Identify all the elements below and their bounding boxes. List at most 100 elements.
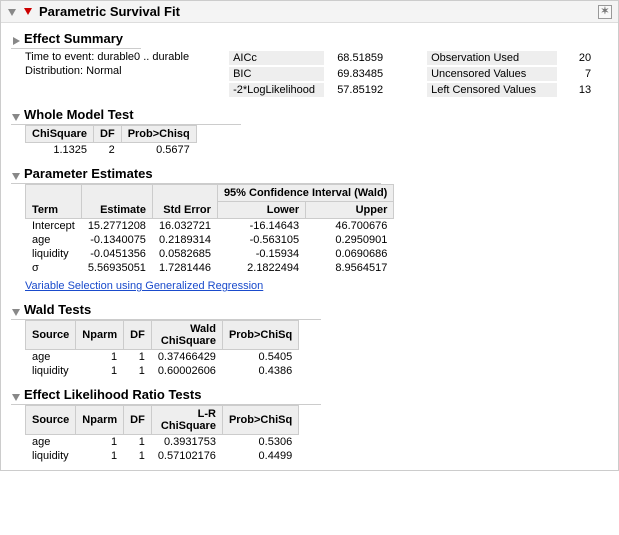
table-row: age110.374664290.5405	[26, 350, 299, 365]
cell: σ	[26, 261, 82, 276]
lrt-table: Source Nparm DF L-RChiSquare Prob>ChiSq …	[25, 405, 299, 464]
col-header: ChiSquare	[26, 126, 94, 143]
cell: 0.2189314	[152, 233, 217, 247]
info-label: Observation Used	[427, 51, 557, 65]
col-header: Prob>Chisq	[121, 126, 196, 143]
section-title: Whole Model Test	[24, 107, 134, 122]
col-header: Nparm	[76, 406, 124, 435]
cell: liquidity	[26, 449, 76, 464]
cell: 0.2950901	[306, 233, 394, 247]
col-header: WaldChiSquare	[151, 321, 222, 350]
cell: age	[26, 233, 82, 247]
col-header: Std Error	[152, 185, 217, 219]
table-row: age110.39317530.5306	[26, 435, 299, 450]
col-super-header: 95% Confidence Interval (Wald)	[217, 185, 393, 202]
col-header: Lower	[217, 202, 305, 219]
cell: age	[26, 350, 76, 365]
col-header: Prob>ChiSq	[222, 406, 298, 435]
info-label: Distribution: Normal	[25, 65, 122, 77]
summary-left-col: Time to event: durable0 .. durable Distr…	[25, 51, 189, 97]
col-header: Source	[26, 406, 76, 435]
cell: -0.0451356	[81, 247, 152, 261]
table-row: 1.1325 2 0.5677	[26, 143, 197, 159]
cell: 0.37466429	[151, 350, 222, 365]
section-title: Parameter Estimates	[24, 166, 153, 181]
info-value: 20	[565, 51, 595, 65]
cell: 0.5405	[222, 350, 298, 365]
info-value: 68.51859	[332, 51, 387, 65]
cell: 1	[124, 364, 152, 379]
cell: 1	[76, 449, 124, 464]
cell: 1	[124, 449, 152, 464]
col-header: Nparm	[76, 321, 124, 350]
col-header: DF	[124, 406, 152, 435]
section-param-est-header[interactable]: Parameter Estimates	[1, 164, 618, 183]
table-row: liquidity110.600026060.4386	[26, 364, 299, 379]
col-header: Term	[26, 185, 82, 219]
cell: 0.4386	[222, 364, 298, 379]
col-header: L-RChiSquare	[151, 406, 222, 435]
title-bar: Parametric Survival Fit ✶	[1, 1, 618, 23]
popout-icon[interactable]: ✶	[598, 5, 612, 19]
cell: -0.563105	[217, 233, 305, 247]
cell: 0.4499	[222, 449, 298, 464]
info-value: 69.83485	[332, 67, 387, 81]
info-label: AICc	[229, 51, 324, 65]
cell: age	[26, 435, 76, 450]
cell: 1	[124, 435, 152, 450]
window-title: Parametric Survival Fit	[39, 4, 180, 19]
variable-selection-link[interactable]: Variable Selection using Generalized Reg…	[25, 280, 263, 292]
info-label: -2*LogLikelihood	[229, 83, 324, 97]
summary-stats-col: AICc 68.51859 BIC 69.83485 -2*LogLikelihoo…	[229, 51, 387, 97]
disclosure-icon[interactable]	[5, 5, 18, 18]
cell: 1	[124, 350, 152, 365]
cell: -0.15934	[217, 247, 305, 261]
summary-obs-col: Observation Used20 Uncensored Values7 Le…	[427, 51, 595, 97]
cell: 2	[94, 143, 122, 159]
col-header: Source	[26, 321, 76, 350]
report-panel: Parametric Survival Fit ✶ Effect Summary…	[0, 0, 619, 471]
whole-model-table: ChiSquare DF Prob>Chisq 1.1325 2 0.5677	[25, 125, 197, 158]
summary-info: Time to event: durable0 .. durable Distr…	[1, 49, 618, 99]
cell: 2.1822494	[217, 261, 305, 276]
cell: 0.5306	[222, 435, 298, 450]
cell: Intercept	[26, 219, 82, 234]
info-value: 57.85192	[332, 83, 387, 97]
cell: -16.14643	[217, 219, 305, 234]
disclosure-icon	[11, 305, 21, 315]
cell: 15.2771208	[81, 219, 152, 234]
hotspot-icon[interactable]	[22, 5, 35, 18]
cell: 46.700676	[306, 219, 394, 234]
cell: 1	[76, 435, 124, 450]
table-row: liquidity-0.04513560.0582685-0.159340.06…	[26, 247, 394, 261]
section-wald-header[interactable]: Wald Tests	[1, 300, 618, 319]
cell: 0.3931753	[151, 435, 222, 450]
cell: -0.1340075	[81, 233, 152, 247]
disclosure-icon	[11, 34, 21, 44]
cell: 1	[76, 350, 124, 365]
info-label: BIC	[229, 67, 324, 81]
cell: 8.9564517	[306, 261, 394, 276]
section-title: Wald Tests	[24, 302, 91, 317]
cell: 0.60002606	[151, 364, 222, 379]
section-title: Effect Summary	[24, 31, 123, 46]
cell: liquidity	[26, 364, 76, 379]
col-header: Prob>ChiSq	[222, 321, 298, 350]
cell: 16.032721	[152, 219, 217, 234]
wald-table: Source Nparm DF WaldChiSquare Prob>ChiSq…	[25, 320, 299, 379]
section-lrt-header[interactable]: Effect Likelihood Ratio Tests	[1, 385, 618, 404]
disclosure-icon	[11, 110, 21, 120]
section-whole-model-header[interactable]: Whole Model Test	[1, 105, 618, 124]
section-effect-summary-header[interactable]: Effect Summary	[1, 29, 618, 48]
col-header: Estimate	[81, 185, 152, 219]
info-value: 13	[565, 83, 595, 97]
col-header: Upper	[306, 202, 394, 219]
col-header: DF	[124, 321, 152, 350]
cell: 0.0582685	[152, 247, 217, 261]
table-row: age-0.13400750.2189314-0.5631050.2950901	[26, 233, 394, 247]
param-est-table: Term Estimate Std Error 95% Confidence I…	[25, 184, 394, 276]
table-row: liquidity110.571021760.4499	[26, 449, 299, 464]
cell: 1.7281446	[152, 261, 217, 276]
cell: liquidity	[26, 247, 82, 261]
table-row: Intercept15.277120816.032721-16.1464346.…	[26, 219, 394, 234]
